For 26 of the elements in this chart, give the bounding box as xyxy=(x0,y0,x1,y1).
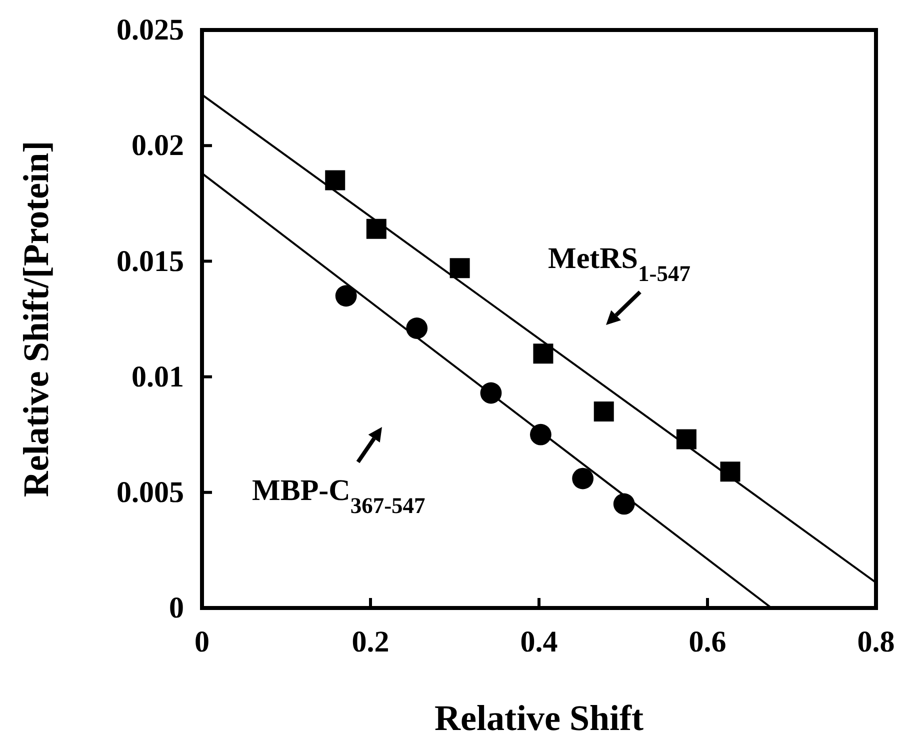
point xyxy=(366,218,386,239)
point xyxy=(406,318,428,339)
point xyxy=(613,493,635,515)
x-tick-label: 0.8 xyxy=(857,625,895,658)
annotation: MetRS$_{1-547}$ xyxy=(548,242,690,286)
point xyxy=(335,285,357,307)
y-tick-label: 0.01 xyxy=(132,360,184,394)
point xyxy=(572,468,594,490)
point xyxy=(325,170,346,190)
x-tick-label: 0 xyxy=(194,625,210,658)
point xyxy=(533,344,554,364)
y-tick-label: 0.025 xyxy=(116,14,184,47)
x-tick-label: 0.2 xyxy=(352,625,390,658)
point xyxy=(720,462,740,482)
point xyxy=(450,258,470,278)
x-tick-label: 0.6 xyxy=(688,625,726,658)
annotation: MBP-C$_{367-547}$ xyxy=(252,474,426,518)
point xyxy=(676,429,696,450)
x-tick-label: 0.4 xyxy=(520,625,558,658)
y-tick-label: 0 xyxy=(169,592,184,625)
y-tick-label: 0.005 xyxy=(116,476,184,509)
y-tick-label: 0.02 xyxy=(132,129,184,162)
x-axis-title: Relative Shift xyxy=(434,698,644,738)
point xyxy=(594,401,614,422)
y-tick-label: 0.015 xyxy=(116,244,184,278)
y-axis-title: Relative Shift/[Protein] xyxy=(16,140,56,498)
